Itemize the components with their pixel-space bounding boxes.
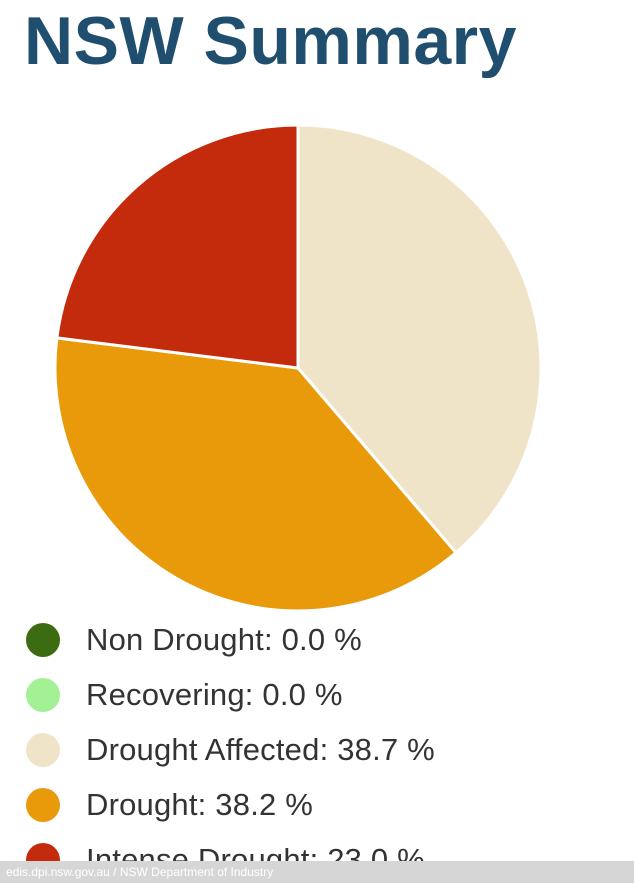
legend-dot <box>26 787 60 822</box>
image-credit: edis.dpi.nsw.gov.au / NSW Department of … <box>6 865 274 879</box>
legend-label: Non Drought: 0.0 % <box>86 621 362 657</box>
pie-slice-drought <box>53 336 459 613</box>
legend-item-drought: Drought: 38.2 % <box>26 777 435 832</box>
legend-dot <box>26 677 60 712</box>
legend-dot <box>26 732 60 767</box>
chart-legend: Non Drought: 0.0 % Recovering: 0.0 % Dro… <box>26 612 435 887</box>
image-credit-bar: edis.dpi.nsw.gov.au / NSW Department of … <box>0 861 634 883</box>
legend-item-drought-affected: Drought Affected: 38.7 % <box>26 722 435 777</box>
pie-slice-intense-drought <box>55 123 300 370</box>
legend-item-non-drought: Non Drought: 0.0 % <box>26 612 435 667</box>
legend-label: Drought Affected: 38.7 % <box>86 731 435 767</box>
chart-title: NSW Summary <box>24 3 517 79</box>
pie-slice-drought-affected <box>296 123 543 555</box>
legend-label: Recovering: 0.0 % <box>86 676 343 712</box>
legend-item-recovering: Recovering: 0.0 % <box>26 667 435 722</box>
legend-label: Drought: 38.2 % <box>86 786 314 822</box>
legend-dot <box>26 622 60 657</box>
